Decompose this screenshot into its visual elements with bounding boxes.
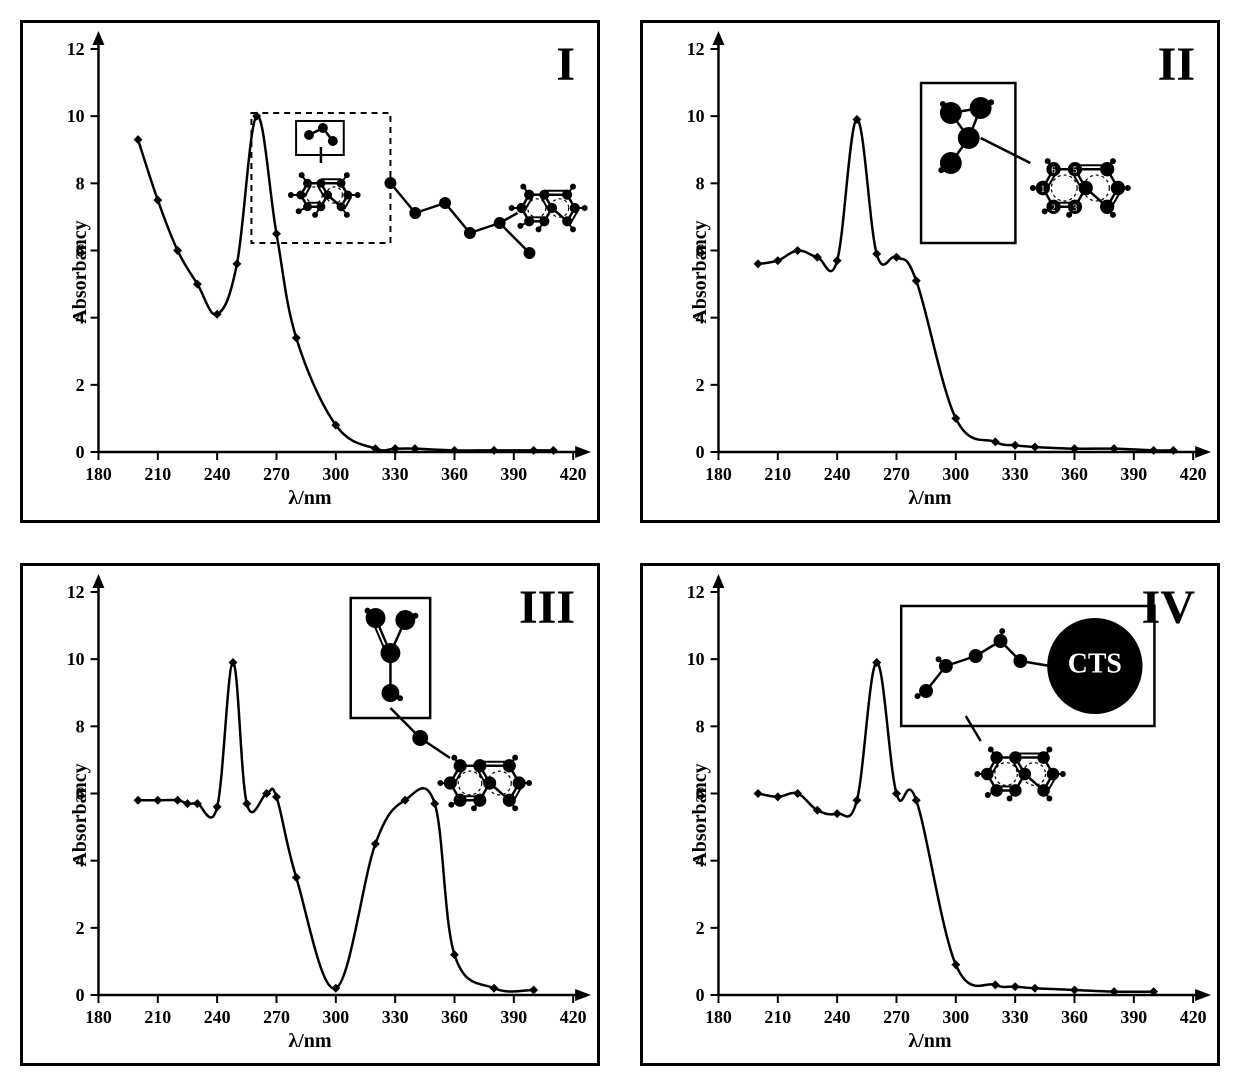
svg-text:180: 180 [85, 464, 112, 484]
svg-text:390: 390 [1120, 1007, 1147, 1027]
svg-text:360: 360 [441, 464, 468, 484]
svg-text:180: 180 [85, 1007, 112, 1027]
svg-text:CTS: CTS [1068, 648, 1122, 679]
svg-text:390: 390 [1120, 464, 1147, 484]
svg-text:390: 390 [500, 464, 527, 484]
svg-text:390: 390 [500, 1007, 527, 1027]
svg-text:270: 270 [263, 1007, 290, 1027]
xlabel: λ/nm [908, 487, 951, 510]
panel-IV: 180210240270300330360390420024681012CTSI… [640, 563, 1220, 1066]
svg-text:0: 0 [696, 985, 705, 1005]
panel-label: III [519, 580, 575, 635]
svg-text:2: 2 [696, 375, 705, 395]
svg-text:0: 0 [696, 442, 705, 462]
svg-text:210: 210 [764, 1007, 791, 1027]
svg-text:2: 2 [76, 375, 85, 395]
svg-text:240: 240 [824, 464, 851, 484]
svg-text:360: 360 [441, 1007, 468, 1027]
svg-text:2: 2 [76, 918, 85, 938]
svg-text:270: 270 [883, 464, 910, 484]
svg-text:8: 8 [696, 716, 705, 736]
ylabel: Absorbancy [69, 220, 92, 323]
xlabel: λ/nm [288, 487, 331, 510]
svg-text:360: 360 [1061, 1007, 1088, 1027]
svg-text:300: 300 [322, 464, 349, 484]
svg-text:240: 240 [204, 464, 231, 484]
svg-text:5: 5 [1073, 165, 1078, 175]
svg-text:2: 2 [696, 918, 705, 938]
panel-label: IV [1142, 580, 1195, 635]
svg-text:10: 10 [67, 106, 85, 126]
svg-text:2: 2 [1051, 203, 1055, 213]
svg-text:210: 210 [144, 1007, 171, 1027]
svg-text:270: 270 [263, 464, 290, 484]
panel-II: 1802102402703003303603904200246810121235… [640, 20, 1220, 523]
svg-text:8: 8 [76, 716, 85, 736]
svg-text:330: 330 [1002, 1007, 1029, 1027]
svg-text:210: 210 [144, 464, 171, 484]
svg-text:330: 330 [1002, 464, 1029, 484]
svg-text:0: 0 [76, 442, 85, 462]
svg-text:300: 300 [322, 1007, 349, 1027]
svg-text:300: 300 [942, 464, 969, 484]
svg-text:330: 330 [382, 1007, 409, 1027]
svg-text:12: 12 [687, 582, 705, 602]
svg-text:360: 360 [1061, 464, 1088, 484]
svg-text:10: 10 [687, 649, 705, 669]
svg-text:12: 12 [67, 39, 85, 59]
ylabel: Absorbancy [689, 220, 712, 323]
svg-text:270: 270 [883, 1007, 910, 1027]
svg-text:420: 420 [560, 1007, 587, 1027]
panel-label: II [1158, 37, 1195, 92]
svg-text:180: 180 [705, 1007, 732, 1027]
svg-text:420: 420 [560, 464, 587, 484]
svg-text:300: 300 [942, 1007, 969, 1027]
svg-text:8: 8 [696, 173, 705, 193]
svg-text:6: 6 [1051, 165, 1056, 175]
svg-text:420: 420 [1180, 1007, 1207, 1027]
svg-text:240: 240 [204, 1007, 231, 1027]
svg-text:12: 12 [687, 39, 705, 59]
svg-text:12: 12 [67, 582, 85, 602]
svg-text:420: 420 [1180, 464, 1207, 484]
svg-text:8: 8 [76, 173, 85, 193]
ylabel: Absorbancy [689, 763, 712, 866]
svg-text:10: 10 [67, 649, 85, 669]
panel-I: 180210240270300330360390420024681012IAbs… [20, 20, 600, 523]
svg-text:3: 3 [1073, 203, 1078, 213]
svg-text:330: 330 [382, 464, 409, 484]
svg-text:0: 0 [76, 985, 85, 1005]
xlabel: λ/nm [288, 1030, 331, 1053]
svg-text:10: 10 [687, 106, 705, 126]
ylabel: Absorbancy [69, 763, 92, 866]
panel-label: I [556, 37, 575, 92]
svg-text:210: 210 [764, 464, 791, 484]
svg-text:1: 1 [1041, 184, 1045, 194]
svg-text:240: 240 [824, 1007, 851, 1027]
panel-III: 180210240270300330360390420024681012IIIA… [20, 563, 600, 1066]
xlabel: λ/nm [908, 1030, 951, 1053]
svg-text:180: 180 [705, 464, 732, 484]
